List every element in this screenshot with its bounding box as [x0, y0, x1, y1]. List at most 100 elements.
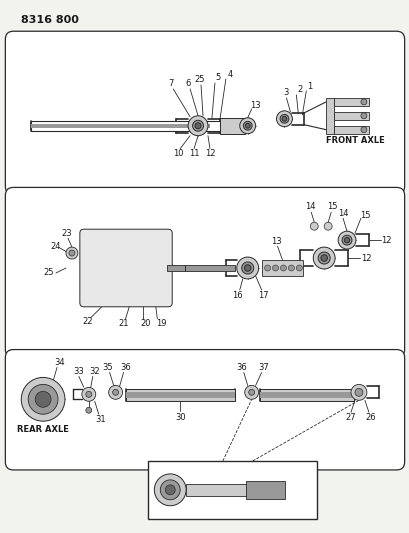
Text: 2: 2 — [297, 85, 302, 94]
Circle shape — [66, 247, 78, 259]
Text: 34: 34 — [54, 358, 65, 367]
Circle shape — [82, 387, 96, 401]
Circle shape — [236, 257, 258, 279]
Text: 22: 22 — [82, 317, 93, 326]
Bar — [333, 126, 368, 134]
Text: 31: 31 — [95, 415, 106, 424]
Text: 12: 12 — [360, 254, 370, 263]
Circle shape — [317, 252, 329, 264]
Circle shape — [324, 222, 331, 230]
Circle shape — [154, 474, 186, 506]
Bar — [326, 98, 333, 134]
Circle shape — [320, 255, 327, 261]
Text: 21: 21 — [118, 319, 128, 328]
Text: 35: 35 — [102, 363, 113, 372]
Text: 36: 36 — [120, 363, 130, 372]
Bar — [31, 124, 209, 128]
Text: 1: 1 — [306, 83, 311, 92]
Circle shape — [344, 238, 349, 243]
Circle shape — [280, 265, 286, 271]
Text: 6: 6 — [185, 79, 190, 88]
Circle shape — [248, 389, 254, 395]
Bar — [333, 112, 368, 120]
Circle shape — [165, 485, 175, 495]
Circle shape — [272, 265, 278, 271]
Bar — [259, 392, 353, 398]
Bar — [259, 389, 353, 401]
Circle shape — [160, 480, 180, 500]
Text: 39: 39 — [230, 510, 240, 519]
Circle shape — [112, 389, 118, 395]
Bar — [245, 481, 285, 499]
Text: 20: 20 — [140, 319, 150, 328]
Text: 15: 15 — [359, 211, 369, 220]
FancyBboxPatch shape — [5, 188, 404, 358]
Circle shape — [337, 231, 355, 249]
Bar — [333, 98, 368, 106]
Bar — [125, 392, 234, 398]
Bar — [185, 265, 234, 271]
Circle shape — [276, 111, 292, 127]
Text: 19: 19 — [156, 319, 166, 328]
Text: 25: 25 — [194, 76, 205, 84]
Text: 15: 15 — [326, 202, 337, 211]
Circle shape — [195, 123, 200, 129]
Text: 27: 27 — [345, 413, 355, 422]
Circle shape — [350, 384, 366, 400]
Text: 38: 38 — [195, 510, 206, 519]
Text: 14: 14 — [304, 202, 315, 211]
Circle shape — [192, 120, 203, 131]
Text: 5: 5 — [215, 74, 220, 83]
Text: 10: 10 — [173, 149, 183, 158]
FancyBboxPatch shape — [5, 31, 404, 195]
Text: 14: 14 — [337, 209, 348, 218]
FancyBboxPatch shape — [5, 350, 404, 470]
Bar — [261, 260, 303, 276]
Circle shape — [244, 265, 250, 271]
Text: 13: 13 — [250, 101, 261, 110]
Circle shape — [245, 123, 249, 128]
Text: 37: 37 — [258, 363, 268, 372]
Circle shape — [35, 391, 51, 407]
Text: 7: 7 — [168, 79, 173, 88]
Text: 16: 16 — [232, 292, 243, 301]
Text: 12: 12 — [381, 236, 391, 245]
Bar — [219, 118, 244, 134]
Text: 3: 3 — [283, 88, 288, 98]
Circle shape — [188, 116, 207, 136]
Circle shape — [244, 385, 258, 399]
Text: 13: 13 — [270, 237, 281, 246]
Text: 23: 23 — [61, 229, 72, 238]
Text: FRONT AXLE: FRONT AXLE — [325, 136, 383, 145]
Text: 33: 33 — [73, 367, 84, 376]
Circle shape — [85, 407, 92, 413]
Circle shape — [108, 385, 122, 399]
Circle shape — [69, 250, 75, 256]
Circle shape — [296, 265, 301, 271]
FancyBboxPatch shape — [80, 229, 172, 307]
Circle shape — [28, 384, 58, 414]
Text: 4: 4 — [227, 69, 232, 78]
Text: 36: 36 — [236, 363, 247, 372]
Circle shape — [360, 127, 366, 133]
Text: 25: 25 — [44, 269, 54, 278]
Bar — [125, 389, 234, 401]
Circle shape — [341, 235, 351, 245]
Bar — [167, 265, 185, 271]
Circle shape — [239, 118, 255, 134]
Circle shape — [310, 222, 317, 230]
Circle shape — [241, 262, 253, 274]
Bar — [148, 461, 317, 519]
Circle shape — [264, 265, 270, 271]
Circle shape — [279, 115, 288, 123]
Text: 12: 12 — [204, 149, 215, 158]
Text: 24: 24 — [51, 241, 61, 251]
Circle shape — [243, 122, 252, 130]
Text: 17: 17 — [258, 292, 268, 301]
Circle shape — [288, 265, 294, 271]
Text: 30: 30 — [174, 413, 185, 422]
Circle shape — [360, 113, 366, 119]
Circle shape — [354, 389, 362, 397]
Text: 8316 800: 8316 800 — [21, 15, 79, 25]
Bar — [31, 121, 244, 131]
